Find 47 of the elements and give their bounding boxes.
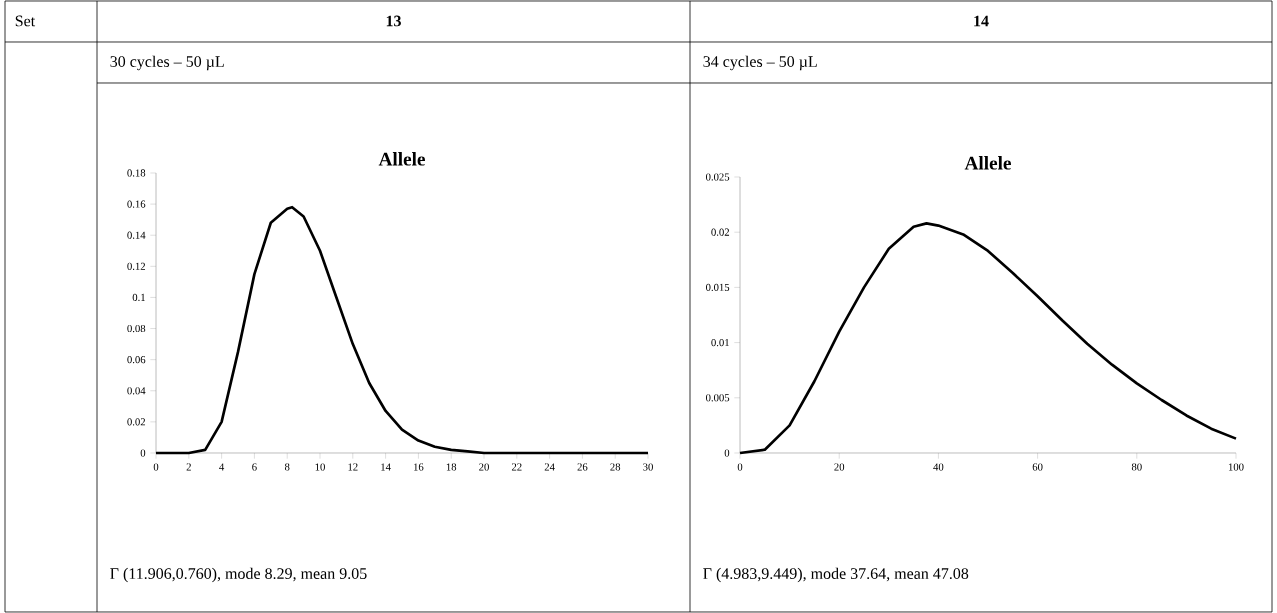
x-tick-label: 26 bbox=[577, 463, 588, 471]
x-tick-label: 16 bbox=[414, 463, 424, 471]
y-tick-label: 0.18 bbox=[127, 169, 146, 177]
text: Set bbox=[15, 15, 36, 27]
x-tick-label: 0 bbox=[737, 463, 743, 471]
y-tick-label: 0.12 bbox=[127, 262, 146, 270]
chart-title: Allele bbox=[378, 152, 425, 166]
x-tick-label: 14 bbox=[381, 463, 391, 471]
y-tick-label: 0 bbox=[140, 449, 146, 457]
y-tick-label: 0.06 bbox=[127, 356, 146, 364]
x-tick-label: 80 bbox=[1131, 463, 1142, 471]
chart-subtitle: 34 cycles – 50 µL bbox=[703, 55, 817, 71]
text: 13 bbox=[386, 15, 401, 27]
x-tick-label: 60 bbox=[1032, 463, 1043, 471]
y-tick-label: 0.02 bbox=[127, 418, 146, 426]
y-tick-label: 0.025 bbox=[706, 173, 730, 181]
y-tick-label: 0.16 bbox=[127, 200, 146, 208]
x-tick-label: 40 bbox=[933, 463, 944, 471]
x-tick-label: 0 bbox=[153, 463, 159, 471]
x-tick-label: 30 bbox=[643, 463, 653, 471]
x-tick-label: 6 bbox=[252, 463, 257, 471]
y-tick-label: 0.02 bbox=[711, 228, 730, 236]
y-tick-label: 0.04 bbox=[127, 387, 146, 395]
x-tick-label: 100 bbox=[1228, 463, 1244, 471]
x-tick-label: 2 bbox=[186, 463, 191, 471]
y-tick-label: 0.1 bbox=[132, 293, 145, 302]
x-tick-label: 20 bbox=[479, 463, 489, 471]
chart-subtitle: 30 cycles – 50 µL bbox=[110, 55, 224, 71]
x-tick-label: 24 bbox=[544, 463, 555, 471]
chart-title: Allele bbox=[964, 156, 1011, 170]
x-tick-label: 28 bbox=[610, 463, 621, 471]
y-tick-label: 0.08 bbox=[127, 324, 146, 333]
text: 14 bbox=[974, 15, 989, 27]
y-tick-label: 0.14 bbox=[127, 231, 146, 239]
y-tick-label: 0.01 bbox=[711, 338, 729, 347]
x-tick-label: 4 bbox=[219, 463, 225, 471]
x-tick-label: 8 bbox=[284, 463, 290, 471]
text: Γ (4.983,9.449), mode 37.64, mean 47.08 bbox=[703, 567, 969, 583]
x-tick-label: 10 bbox=[315, 463, 325, 471]
x-tick-label: 12 bbox=[348, 463, 358, 471]
x-tick-label: 22 bbox=[511, 463, 522, 471]
x-tick-label: 18 bbox=[446, 463, 457, 471]
text: Γ (11.906,0.760), mode 8.29, mean 9.05 bbox=[110, 567, 367, 583]
y-tick-label: 0 bbox=[724, 449, 730, 457]
y-tick-label: 0.015 bbox=[706, 283, 730, 292]
y-tick-label: 0.005 bbox=[706, 394, 730, 402]
x-tick-label: 20 bbox=[834, 463, 845, 471]
